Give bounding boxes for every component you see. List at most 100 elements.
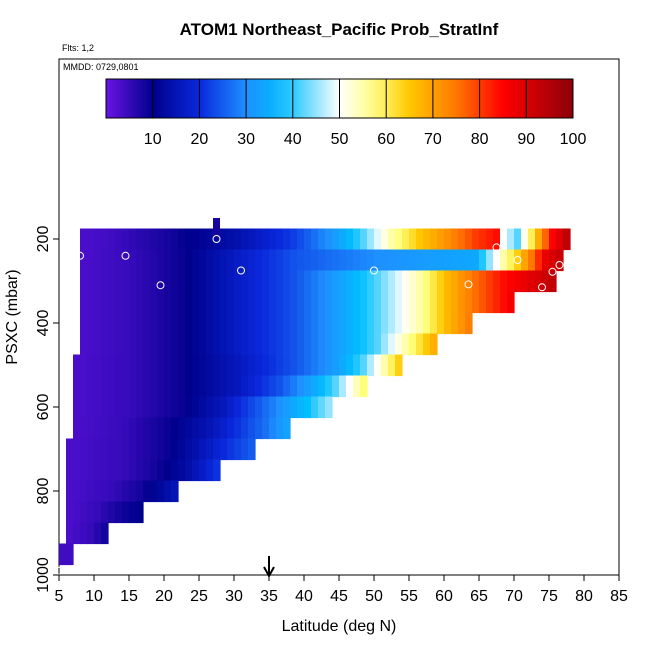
heatmap-cell (528, 270, 536, 293)
heatmap-cell (486, 249, 494, 272)
heatmap-cell (150, 270, 158, 293)
heatmap-cell (479, 270, 487, 293)
heatmap-cell (332, 249, 340, 272)
heatmap-cell (192, 354, 200, 377)
heatmap-cell (227, 375, 235, 398)
heatmap-cell (101, 249, 109, 272)
heatmap-cell (115, 291, 123, 314)
heatmap-cell (94, 480, 102, 503)
heatmap-cell (157, 228, 165, 251)
heatmap-cell (423, 312, 431, 335)
heatmap-cell (318, 312, 326, 335)
heatmap-cell (535, 249, 543, 272)
heatmap-cell (164, 417, 172, 440)
heatmap-cell (94, 249, 102, 272)
heatmap-cell (73, 522, 81, 545)
heatmap-cell (262, 291, 270, 314)
heatmap-cell (87, 417, 95, 440)
heatmap-cell (199, 291, 207, 314)
heatmap-cell (129, 438, 137, 461)
heatmap-cell (178, 354, 186, 377)
heatmap-cell (283, 333, 291, 356)
heatmap-cell (542, 249, 550, 272)
heatmap-cell (122, 354, 130, 377)
heatmap-cell (150, 396, 158, 419)
heatmap-cell (437, 291, 445, 314)
heatmap-cell (311, 354, 319, 377)
heatmap-cell (472, 249, 480, 272)
heatmap-cell (178, 375, 186, 398)
heatmap-cell (276, 270, 284, 293)
heatmap-cell (248, 438, 256, 461)
heatmap-cell (73, 438, 81, 461)
heatmap-cell (430, 228, 438, 251)
heatmap-cell (360, 333, 368, 356)
heatmap-cell (129, 270, 137, 293)
heatmap-cell (136, 438, 144, 461)
heatmap-cell (402, 312, 410, 335)
heatmap-cell (304, 270, 312, 293)
heatmap-cell (136, 270, 144, 293)
y-tick-label: 800 (35, 478, 52, 505)
heatmap-cell (157, 417, 165, 440)
heatmap-cell (255, 333, 263, 356)
heatmap-cell (157, 291, 165, 314)
heatmap-cell (402, 291, 410, 314)
heatmap-cell (220, 249, 228, 272)
heatmap-cell (115, 480, 123, 503)
heatmap-cell (108, 354, 116, 377)
heatmap-cell (199, 249, 207, 272)
heatmap-cell (290, 396, 298, 419)
heatmap-cell (185, 312, 193, 335)
heatmap-cell (220, 291, 228, 314)
heatmap-cell (59, 543, 67, 566)
heatmap-cell (458, 312, 466, 335)
heatmap-cell (304, 333, 312, 356)
heatmap-cell (255, 396, 263, 419)
y-tick-label: 600 (35, 394, 52, 421)
heatmap-cell (94, 354, 102, 377)
heatmap-cell (500, 291, 508, 314)
heatmap-cell (94, 396, 102, 419)
heatmap-cell (164, 375, 172, 398)
heatmap-cell (409, 312, 417, 335)
heatmap-cell (388, 270, 396, 293)
heatmap-cell (234, 249, 242, 272)
heatmap-cell (248, 417, 256, 440)
heatmap-cell (80, 270, 88, 293)
heatmap-cell (416, 249, 424, 272)
heatmap-cell (80, 396, 88, 419)
heatmap-cell (136, 375, 144, 398)
heatmap-cell (87, 522, 95, 545)
heatmap-cell (213, 417, 221, 440)
heatmap-cell (507, 249, 515, 272)
heatmap-cell (164, 291, 172, 314)
heatmap-cell (388, 333, 396, 356)
heatmap-cell (458, 291, 466, 314)
colorbar-tick-label: 80 (471, 131, 489, 148)
heatmap-cell (290, 249, 298, 272)
heatmap-cell (395, 291, 403, 314)
heatmap-cell (269, 375, 277, 398)
heatmap-cell (108, 480, 116, 503)
heatmap-cell (73, 354, 81, 377)
heatmap-cell (73, 375, 81, 398)
heatmap-cell (101, 291, 109, 314)
heatmap-cell (108, 270, 116, 293)
heatmap-cell (255, 312, 263, 335)
heatmap-cell (94, 333, 102, 356)
heatmap-cell (171, 291, 179, 314)
heatmap-cell (360, 312, 368, 335)
heatmap-cell (171, 396, 179, 419)
heatmap-cell (213, 249, 221, 272)
heatmap-cell (129, 501, 137, 524)
heatmap-cell (297, 291, 305, 314)
x-tick-label: 55 (400, 588, 418, 605)
heatmap-cell (339, 354, 347, 377)
heatmap-cell (458, 228, 466, 251)
heatmap-cell (290, 333, 298, 356)
heatmap-cell (283, 228, 291, 251)
heatmap-cell (444, 249, 452, 272)
heatmap-cell (367, 270, 375, 293)
heatmap-cell (143, 459, 151, 482)
